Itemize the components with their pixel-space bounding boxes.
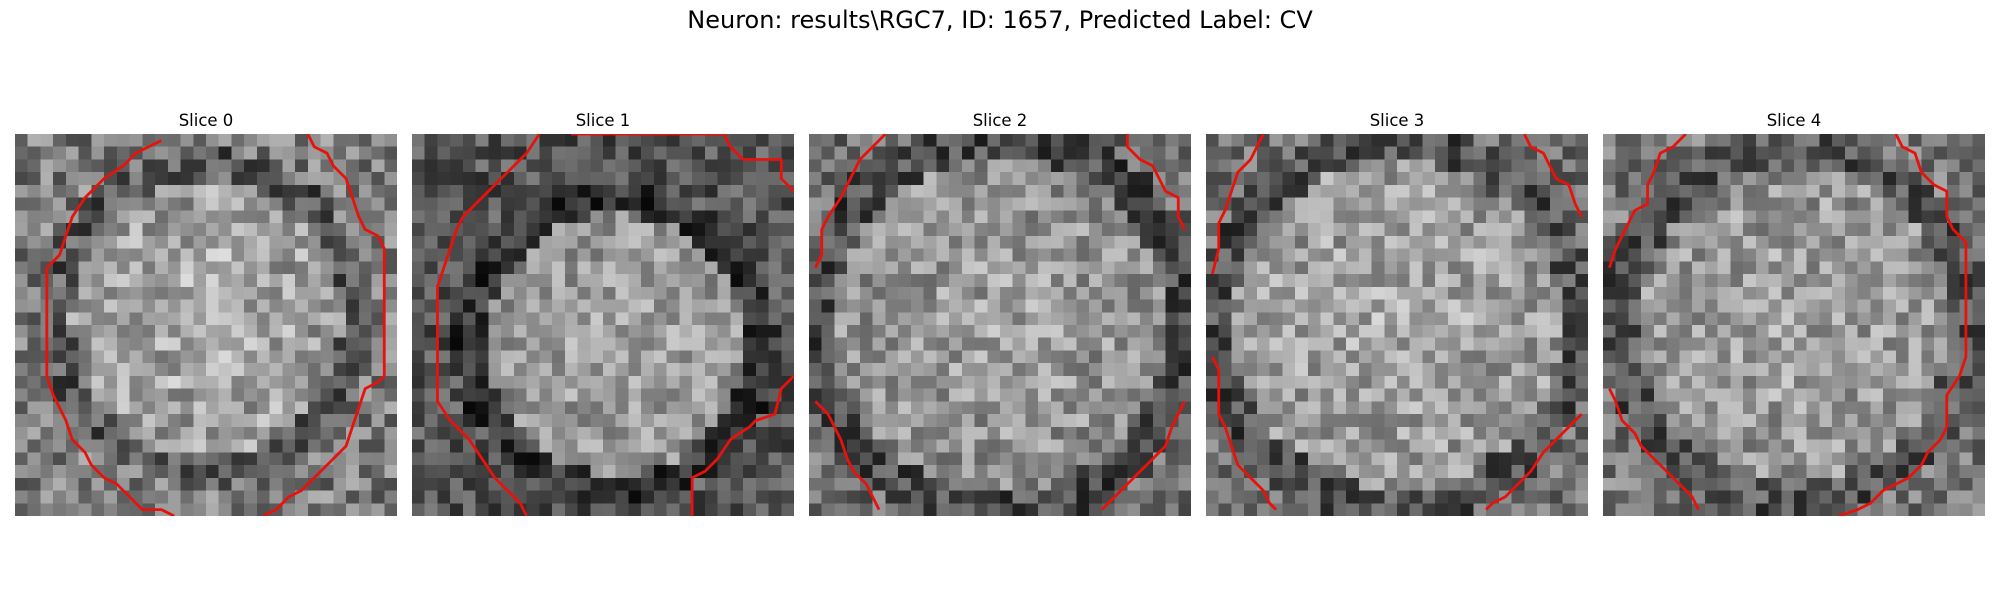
contour-line xyxy=(436,134,541,516)
slice-panel-2: Slice 2 xyxy=(809,108,1191,516)
slice-title-1: Slice 1 xyxy=(575,111,631,130)
slice-panel-3: Slice 3 xyxy=(1206,108,1588,516)
contour-line xyxy=(1523,134,1583,218)
slice-title-4: Slice 4 xyxy=(1766,111,1822,130)
slice-image-3 xyxy=(1206,134,1588,516)
contour-line xyxy=(1485,413,1583,511)
contour-line xyxy=(1100,400,1186,511)
contour-line xyxy=(814,400,881,511)
contour-line xyxy=(262,134,386,516)
contour-line xyxy=(1608,134,1687,269)
contour-line xyxy=(1211,134,1265,275)
slice-image-1 xyxy=(412,134,794,516)
contour-line xyxy=(1125,134,1186,231)
slice-panel-1: Slice 1 xyxy=(412,108,794,516)
slice-image-0 xyxy=(15,134,397,516)
contour-line xyxy=(1838,134,1968,516)
slice-title-2: Slice 2 xyxy=(972,111,1028,130)
contour-line xyxy=(814,134,887,269)
slice-panel-4: Slice 4 xyxy=(1603,108,1985,516)
figure-title: Neuron: results\RGC7, ID: 1657, Predicte… xyxy=(687,6,1313,34)
slice-image-2 xyxy=(809,134,1191,516)
contour-line xyxy=(1211,356,1278,511)
contour-line xyxy=(690,374,794,516)
slice-panel-0: Slice 0 xyxy=(15,108,397,516)
contour-line xyxy=(1608,388,1700,511)
slice-image-4 xyxy=(1603,134,1985,516)
slice-title-3: Slice 3 xyxy=(1369,111,1425,130)
contour-line xyxy=(45,139,175,516)
slice-title-0: Slice 0 xyxy=(178,111,234,130)
contour-line xyxy=(571,134,794,193)
